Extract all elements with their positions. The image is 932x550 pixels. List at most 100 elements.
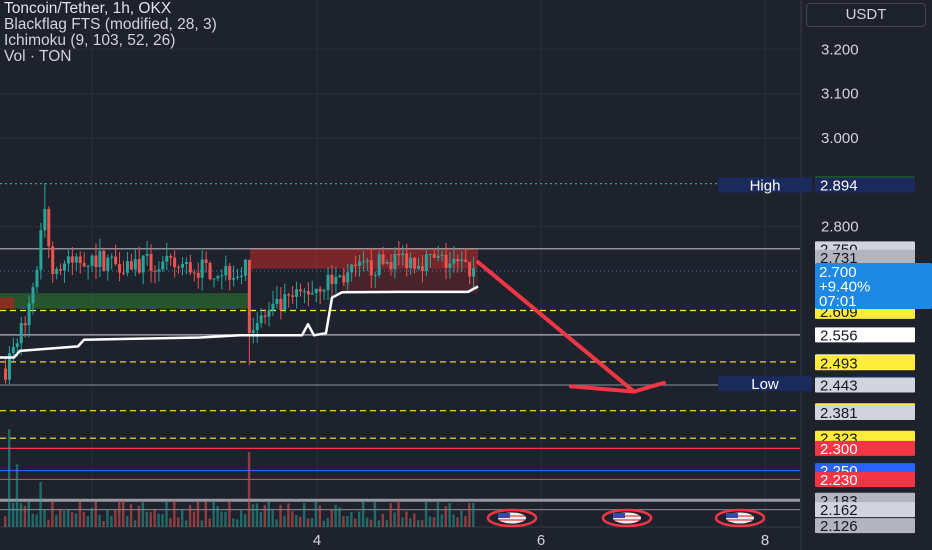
volume-bar xyxy=(420,520,424,527)
volume-bar xyxy=(409,518,412,527)
price-label-2-300: 2.300 xyxy=(820,441,858,458)
volume-bar xyxy=(165,501,168,527)
candle-body xyxy=(27,303,31,326)
currency-button[interactable]: USDT xyxy=(806,3,926,27)
candle-body xyxy=(472,268,476,277)
candle-body xyxy=(346,272,350,283)
candle-body xyxy=(102,250,106,271)
price-label-badge xyxy=(815,518,915,534)
volume-bar xyxy=(51,500,54,527)
volume-bar xyxy=(137,505,141,527)
candle-body xyxy=(212,278,216,280)
time-tick-label: 4 xyxy=(313,532,321,549)
candle-body xyxy=(310,293,314,295)
indicator-ichimoku[interactable]: Ichimoku (9, 103, 52, 26) xyxy=(4,32,176,49)
volume-bar xyxy=(31,513,34,527)
price-label-badge xyxy=(815,377,915,393)
volume-bar xyxy=(377,520,381,527)
volume-bar xyxy=(424,501,428,527)
indicator-volume[interactable]: Vol · TON xyxy=(4,48,72,65)
chart-legend: Toncoin/Tether, 1h, OKX Blackflag FTS (m… xyxy=(4,1,217,65)
volume-bar xyxy=(94,501,97,527)
candle-body xyxy=(39,230,43,270)
candle-body xyxy=(184,262,188,264)
volume-bar xyxy=(299,516,302,527)
candle-body xyxy=(122,272,125,274)
volume-bar xyxy=(141,502,145,527)
indicator-blackflag[interactable]: Blackflag FTS (modified, 28, 3) xyxy=(4,16,217,33)
trailing-stop-line xyxy=(0,285,479,359)
volume-bar xyxy=(122,499,125,527)
volume-bar xyxy=(43,509,46,527)
price-label-2-381: 2.381 xyxy=(820,405,858,422)
candle-body xyxy=(15,343,19,347)
volume-bar xyxy=(306,518,310,527)
volume-bar xyxy=(310,518,314,527)
candle-body xyxy=(251,330,255,334)
us-flag-canton xyxy=(613,513,625,518)
volume-bar xyxy=(181,509,184,527)
candle-body xyxy=(381,254,385,264)
volume-bar xyxy=(200,520,204,527)
volume-bar xyxy=(436,502,440,527)
volume-bar xyxy=(417,519,420,527)
price-axis: 3.2003.1003.0002.8002.8972.894High2.7502… xyxy=(718,41,932,535)
last-price-change: +9.40% xyxy=(819,279,870,296)
price-label-badge xyxy=(815,471,915,487)
economic-events xyxy=(486,508,766,528)
candle-body xyxy=(137,259,141,273)
volume-bar xyxy=(334,504,337,527)
candle-body xyxy=(125,261,129,273)
volume-bar xyxy=(125,516,129,527)
volume-bar xyxy=(413,513,416,527)
volume-bars xyxy=(4,429,475,527)
volume-bar xyxy=(78,501,82,527)
candle-body xyxy=(153,270,157,272)
candle-body xyxy=(291,295,295,297)
candle-body xyxy=(338,275,342,278)
volume-bar xyxy=(74,513,78,527)
symbol-title[interactable]: Toncoin/Tether, 1h, OKX xyxy=(4,0,172,17)
high-tag-label: High xyxy=(750,177,781,194)
volume-bar xyxy=(196,500,200,527)
volume-bar xyxy=(452,514,455,527)
candle-body xyxy=(161,261,165,270)
candle-body xyxy=(460,259,464,262)
volume-bar xyxy=(129,504,133,527)
price-label-2-731: 2.731 xyxy=(820,250,858,267)
price-label-badge xyxy=(815,327,915,343)
volume-bar xyxy=(19,503,23,527)
price-label-badge xyxy=(815,502,915,518)
volume-bar xyxy=(381,513,384,527)
candle-body xyxy=(47,208,51,247)
candle-body xyxy=(51,246,55,274)
candle-body xyxy=(354,264,358,266)
price-label-2-493: 2.493 xyxy=(820,355,858,372)
volume-bar xyxy=(35,514,38,527)
arrow-head xyxy=(569,380,666,394)
volume-bar xyxy=(318,505,322,527)
volume-bar xyxy=(259,512,263,527)
volume-bar xyxy=(232,518,235,527)
candle-body xyxy=(401,253,405,256)
candle-body xyxy=(7,353,11,380)
candle-body xyxy=(169,256,173,258)
candle-body xyxy=(208,262,212,280)
candle-body xyxy=(129,261,133,270)
volume-bar xyxy=(251,504,255,527)
volume-bar xyxy=(247,452,251,527)
volume-bar xyxy=(4,516,7,527)
candle-body xyxy=(74,256,78,263)
tag-badge xyxy=(718,376,812,392)
volume-bar xyxy=(66,509,70,527)
volume-bar xyxy=(432,517,436,527)
candle-body xyxy=(444,254,448,268)
volume-bar xyxy=(448,503,451,527)
candle-body xyxy=(432,254,436,258)
volume-bar xyxy=(255,503,259,527)
volume-bar xyxy=(153,508,156,527)
tag-badge xyxy=(718,177,812,193)
candle-body xyxy=(4,368,7,380)
candle-body xyxy=(377,254,381,276)
